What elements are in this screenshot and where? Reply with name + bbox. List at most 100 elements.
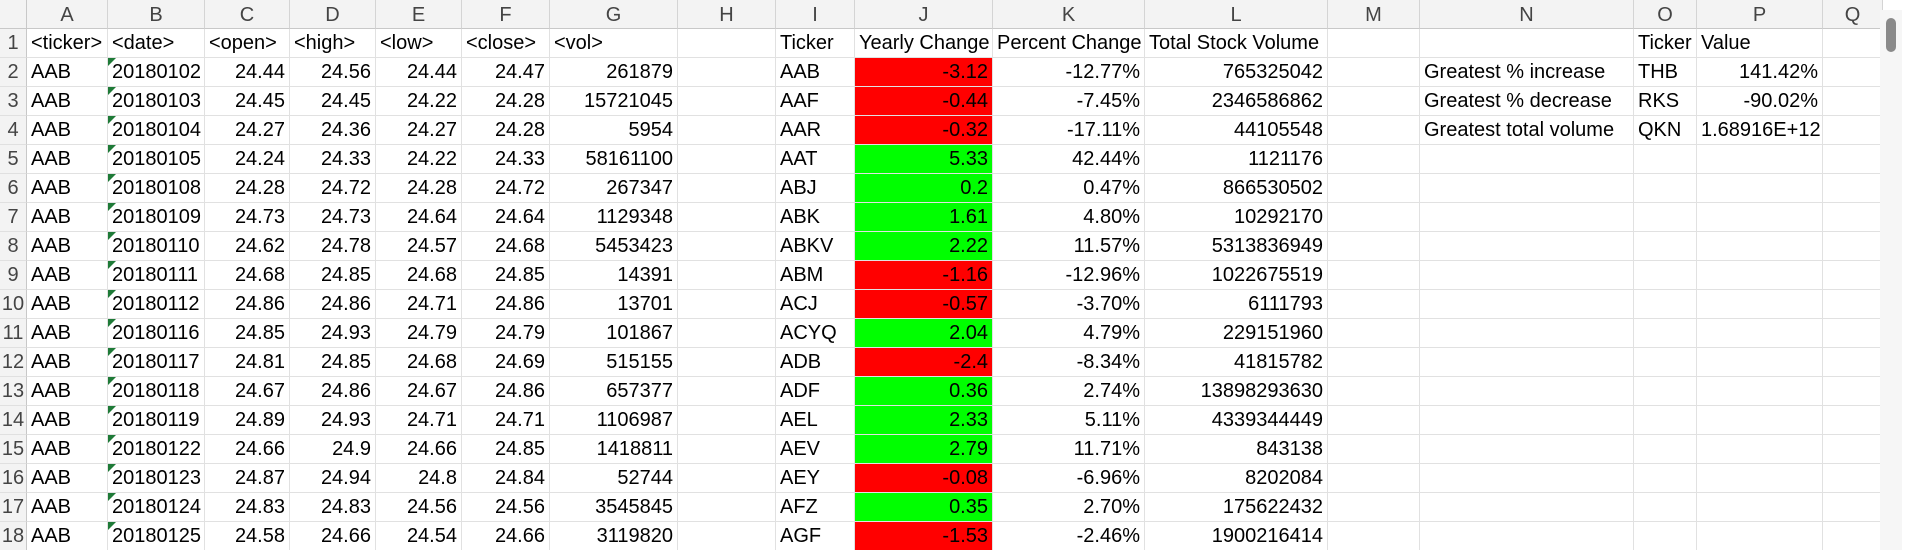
cell-j8[interactable]: 2.22 (855, 232, 993, 261)
cell-o10[interactable] (1634, 290, 1697, 319)
cell-q12[interactable] (1823, 348, 1883, 377)
cell-o3[interactable]: RKS (1634, 87, 1697, 116)
cell-l10[interactable]: 6111793 (1145, 290, 1328, 319)
cell-h16[interactable] (678, 464, 776, 493)
row-header-12[interactable]: 12 (0, 348, 27, 377)
cell-e15[interactable]: 24.66 (376, 435, 462, 464)
cell-m16[interactable] (1328, 464, 1420, 493)
cell-e9[interactable]: 24.68 (376, 261, 462, 290)
cell-l2[interactable]: 765325042 (1145, 58, 1328, 87)
cell-q18[interactable] (1823, 522, 1883, 550)
row-header-5[interactable]: 5 (0, 145, 27, 174)
cell-j4[interactable]: -0.32 (855, 116, 993, 145)
cell-j17[interactable]: 0.35 (855, 493, 993, 522)
cell-f13[interactable]: 24.86 (462, 377, 550, 406)
cell-d12[interactable]: 24.85 (290, 348, 376, 377)
column-header-g[interactable]: G (550, 0, 678, 29)
cell-d16[interactable]: 24.94 (290, 464, 376, 493)
cell-l17[interactable]: 175622432 (1145, 493, 1328, 522)
cell-g6[interactable]: 267347 (550, 174, 678, 203)
cell-c17[interactable]: 24.83 (205, 493, 290, 522)
row-header-6[interactable]: 6 (0, 174, 27, 203)
cell-b6[interactable]: 20180108 (108, 174, 205, 203)
cell-f1[interactable]: <close> (462, 29, 550, 58)
cell-q14[interactable] (1823, 406, 1883, 435)
cell-i15[interactable]: AEV (776, 435, 855, 464)
cell-g8[interactable]: 5453423 (550, 232, 678, 261)
cell-o8[interactable] (1634, 232, 1697, 261)
cell-k7[interactable]: 4.80% (993, 203, 1145, 232)
cell-g15[interactable]: 1418811 (550, 435, 678, 464)
cell-j14[interactable]: 2.33 (855, 406, 993, 435)
cell-n15[interactable] (1420, 435, 1634, 464)
cell-n7[interactable] (1420, 203, 1634, 232)
cell-g11[interactable]: 101867 (550, 319, 678, 348)
cell-a7[interactable]: AAB (27, 203, 108, 232)
cell-c2[interactable]: 24.44 (205, 58, 290, 87)
cell-d10[interactable]: 24.86 (290, 290, 376, 319)
cell-p8[interactable] (1697, 232, 1823, 261)
cell-a6[interactable]: AAB (27, 174, 108, 203)
column-header-l[interactable]: L (1145, 0, 1328, 29)
cell-c14[interactable]: 24.89 (205, 406, 290, 435)
cell-m18[interactable] (1328, 522, 1420, 550)
cell-a11[interactable]: AAB (27, 319, 108, 348)
cell-o2[interactable]: THB (1634, 58, 1697, 87)
cell-b17[interactable]: 20180124 (108, 493, 205, 522)
cell-a15[interactable]: AAB (27, 435, 108, 464)
cell-o18[interactable] (1634, 522, 1697, 550)
cell-i4[interactable]: AAR (776, 116, 855, 145)
cell-o15[interactable] (1634, 435, 1697, 464)
cell-l15[interactable]: 843138 (1145, 435, 1328, 464)
row-header-8[interactable]: 8 (0, 232, 27, 261)
cell-p15[interactable] (1697, 435, 1823, 464)
cell-n8[interactable] (1420, 232, 1634, 261)
cell-c16[interactable]: 24.87 (205, 464, 290, 493)
cell-j16[interactable]: -0.08 (855, 464, 993, 493)
cell-i14[interactable]: AEL (776, 406, 855, 435)
row-header-2[interactable]: 2 (0, 58, 27, 87)
cell-c4[interactable]: 24.27 (205, 116, 290, 145)
row-header-14[interactable]: 14 (0, 406, 27, 435)
cell-j18[interactable]: -1.53 (855, 522, 993, 550)
cell-a3[interactable]: AAB (27, 87, 108, 116)
cell-o14[interactable] (1634, 406, 1697, 435)
cell-l13[interactable]: 13898293630 (1145, 377, 1328, 406)
cell-l8[interactable]: 5313836949 (1145, 232, 1328, 261)
cell-e13[interactable]: 24.67 (376, 377, 462, 406)
cell-q8[interactable] (1823, 232, 1883, 261)
cell-o17[interactable] (1634, 493, 1697, 522)
row-header-3[interactable]: 3 (0, 87, 27, 116)
cell-f10[interactable]: 24.86 (462, 290, 550, 319)
cell-m2[interactable] (1328, 58, 1420, 87)
cell-l3[interactable]: 2346586862 (1145, 87, 1328, 116)
cell-d8[interactable]: 24.78 (290, 232, 376, 261)
cell-f11[interactable]: 24.79 (462, 319, 550, 348)
cell-h9[interactable] (678, 261, 776, 290)
cell-k14[interactable]: 5.11% (993, 406, 1145, 435)
cell-p14[interactable] (1697, 406, 1823, 435)
cell-n12[interactable] (1420, 348, 1634, 377)
cell-k1[interactable]: Percent Change (993, 29, 1145, 58)
cell-p13[interactable] (1697, 377, 1823, 406)
cell-q16[interactable] (1823, 464, 1883, 493)
cell-m8[interactable] (1328, 232, 1420, 261)
cell-p17[interactable] (1697, 493, 1823, 522)
cell-p1[interactable]: Value (1697, 29, 1823, 58)
cell-m15[interactable] (1328, 435, 1420, 464)
column-header-i[interactable]: I (776, 0, 855, 29)
cell-g16[interactable]: 52744 (550, 464, 678, 493)
cell-b16[interactable]: 20180123 (108, 464, 205, 493)
cell-p2[interactable]: 141.42% (1697, 58, 1823, 87)
cell-b7[interactable]: 20180109 (108, 203, 205, 232)
cell-k15[interactable]: 11.71% (993, 435, 1145, 464)
cell-k18[interactable]: -2.46% (993, 522, 1145, 550)
cell-e14[interactable]: 24.71 (376, 406, 462, 435)
cell-c5[interactable]: 24.24 (205, 145, 290, 174)
cell-a5[interactable]: AAB (27, 145, 108, 174)
cell-a14[interactable]: AAB (27, 406, 108, 435)
cell-i9[interactable]: ABM (776, 261, 855, 290)
cell-o1[interactable]: Ticker (1634, 29, 1697, 58)
cell-q11[interactable] (1823, 319, 1883, 348)
